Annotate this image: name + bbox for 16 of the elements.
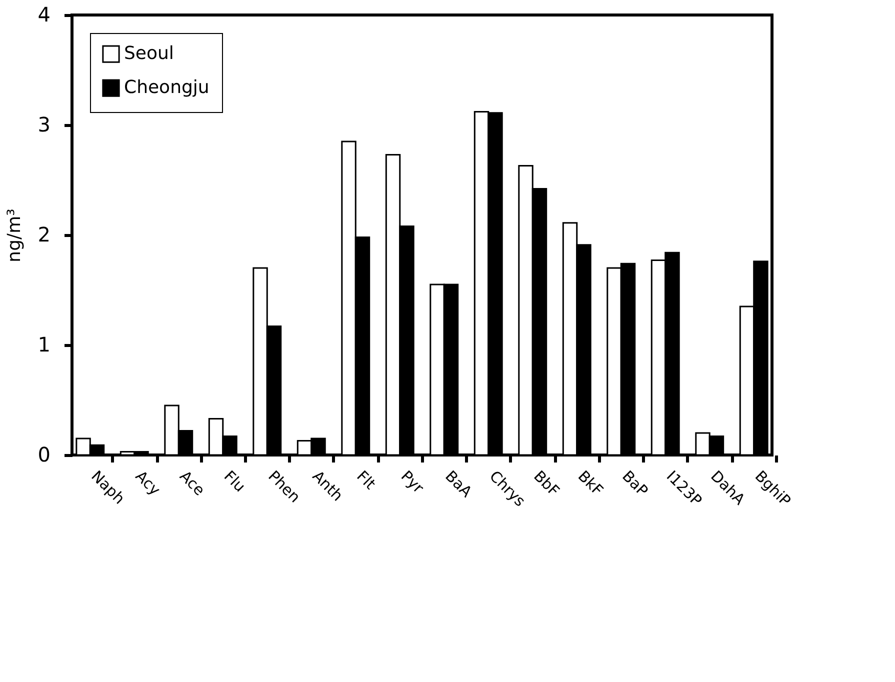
y-tick-label: 3 (38, 112, 50, 136)
x-tick-label: BkF (574, 467, 607, 500)
y-tick-label: 2 (38, 222, 50, 246)
x-tick-label: Pyr (397, 467, 428, 498)
x-tick-label: Ace (176, 467, 208, 500)
y-axis-title: ng/m³ (4, 208, 25, 262)
legend-label: Cheongju (124, 77, 210, 98)
x-tick-label: Acy (132, 467, 164, 500)
x-tick-label: BbF (530, 467, 564, 500)
x-tick-label: BaP (618, 467, 652, 500)
y-tick-label: 0 (38, 442, 50, 466)
x-tick-label: Flu (220, 467, 249, 496)
x-tick-label: Flt (353, 467, 380, 494)
y-tick-label: 4 (38, 2, 50, 26)
legend-label: Seoul (124, 43, 174, 64)
y-tick-label: 1 (38, 332, 50, 356)
